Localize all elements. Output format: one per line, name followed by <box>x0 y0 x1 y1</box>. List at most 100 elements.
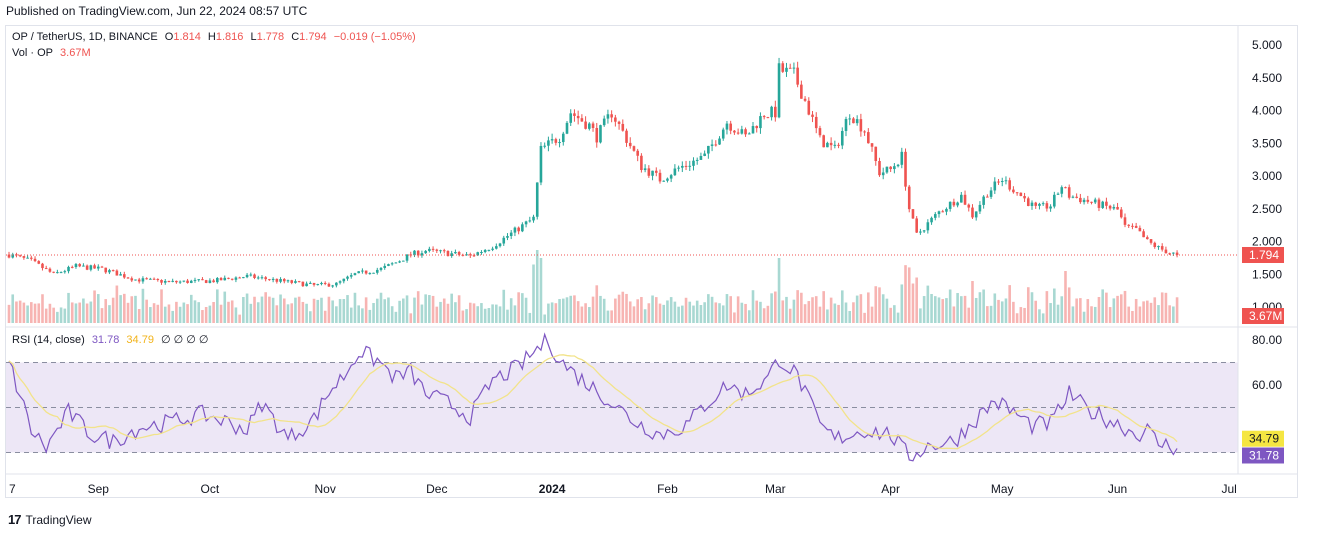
volume-bar <box>681 305 684 323</box>
volume-bar <box>952 306 956 323</box>
candle-body <box>926 222 930 231</box>
last-volume-badge-bg <box>1242 308 1284 324</box>
volume-bar <box>1041 313 1045 323</box>
rsi-ma-value: 34.79 <box>126 334 154 346</box>
rsi-label[interactable]: RSI (14, close) <box>12 334 85 346</box>
volume-bar <box>1168 305 1171 323</box>
volume-bar <box>826 309 829 323</box>
candle-body <box>584 121 587 129</box>
candle-body <box>543 145 546 147</box>
volume-bar <box>100 308 104 323</box>
volume-label[interactable]: Vol · OP <box>12 47 53 59</box>
candle-body <box>744 129 747 135</box>
volume-bar <box>554 303 558 323</box>
time-tick-label: Feb <box>657 482 678 496</box>
candle-body <box>309 282 312 284</box>
volume-bar <box>517 292 520 323</box>
volume-bar <box>361 308 364 323</box>
volume-bar <box>238 314 241 323</box>
volume-bar <box>11 294 15 323</box>
volume-bar <box>610 310 613 323</box>
volume-bar <box>539 258 543 323</box>
candle-body <box>1097 199 1101 208</box>
volume-bar <box>807 301 811 323</box>
chart-frame[interactable] <box>5 25 1298 498</box>
volume-bar <box>297 296 301 323</box>
candle-body <box>1041 203 1045 205</box>
candle-body <box>565 122 569 134</box>
volume-bar <box>461 310 465 323</box>
candle-body <box>256 277 260 279</box>
price-tick-label: 4.500 <box>1252 71 1282 85</box>
candle-body <box>454 252 457 254</box>
candle-body <box>535 182 539 217</box>
candle-body <box>755 126 759 129</box>
volume-bar <box>1175 297 1179 323</box>
volume-bar <box>736 296 740 323</box>
volume-bar <box>242 297 245 323</box>
volume-bar <box>63 308 67 323</box>
candle-body <box>1071 196 1075 198</box>
volume-bar <box>747 310 751 323</box>
symbol-name[interactable]: OP / TetherUS, 1D, BINANCE <box>12 31 158 43</box>
volume-bar <box>301 301 305 323</box>
volume-bar <box>1071 306 1075 323</box>
volume-bar <box>108 305 111 323</box>
volume-bar <box>945 298 948 323</box>
candle-body <box>774 106 777 118</box>
volume-bar <box>1131 310 1134 323</box>
volume-bar <box>788 308 792 323</box>
candle-body <box>297 281 301 283</box>
candle-body <box>524 221 528 225</box>
candle-body <box>982 196 985 205</box>
volume-bar <box>134 295 137 323</box>
price-tick-label: 2.000 <box>1252 235 1282 249</box>
candle-body <box>78 264 81 267</box>
candle-body <box>826 142 829 148</box>
candle-body <box>219 278 223 281</box>
candle-body <box>986 196 989 198</box>
volume-bar <box>569 295 573 323</box>
brand-name: TradingView <box>25 512 92 527</box>
volume-bar <box>1172 306 1175 323</box>
price-tick-label: 2.500 <box>1252 202 1282 216</box>
volume-bar <box>290 303 294 323</box>
candle-body <box>547 140 550 146</box>
volume-bar <box>208 305 212 323</box>
candle-body <box>710 144 714 146</box>
volume-bar <box>171 310 174 323</box>
last-price-badge-text: 1.794 <box>1249 248 1279 262</box>
candle-body <box>204 280 208 283</box>
candle-body <box>152 278 156 280</box>
volume-bar <box>1045 291 1049 323</box>
candle-body <box>15 254 18 256</box>
volume-bar <box>175 301 178 323</box>
candle-body <box>948 201 952 209</box>
candle-body <box>37 261 41 264</box>
volume-bar <box>353 292 357 323</box>
change-value: −0.019 (−1.05%) <box>333 31 416 43</box>
candle-body <box>532 216 535 221</box>
candle-body <box>792 67 796 69</box>
candle-body <box>647 168 651 176</box>
candle-body <box>915 218 918 233</box>
rsi-value-badge-bg <box>1242 447 1284 464</box>
candle-body <box>669 175 673 179</box>
candle-body <box>108 270 111 273</box>
candle-body <box>796 67 799 85</box>
candle-body <box>100 266 104 268</box>
volume-bar <box>141 288 145 323</box>
candle-body <box>580 118 584 122</box>
volume-bar <box>402 298 405 323</box>
candle-body <box>349 275 353 277</box>
volume-bar <box>137 309 141 323</box>
volume-bar <box>986 306 989 323</box>
candle-body <box>971 207 974 218</box>
volume-bar <box>688 301 692 323</box>
footer-branding: 17 TradingView <box>8 512 92 527</box>
volume-bar <box>416 291 420 323</box>
volume-bar <box>67 292 70 323</box>
volume-bar <box>457 295 461 323</box>
volume-bar <box>721 305 725 323</box>
